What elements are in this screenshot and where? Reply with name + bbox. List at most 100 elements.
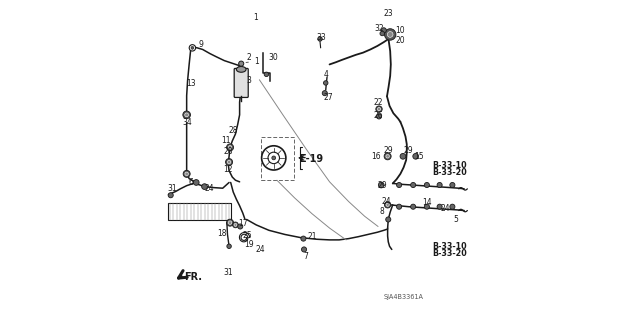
Circle shape — [202, 184, 207, 189]
FancyBboxPatch shape — [234, 69, 248, 98]
Text: 18: 18 — [218, 229, 227, 238]
Circle shape — [225, 159, 232, 166]
Circle shape — [385, 29, 396, 40]
Circle shape — [193, 180, 199, 185]
Circle shape — [386, 155, 389, 158]
Circle shape — [437, 182, 442, 188]
Text: B-33-10: B-33-10 — [432, 242, 467, 251]
Text: 29: 29 — [378, 181, 387, 190]
Text: 13: 13 — [187, 79, 196, 88]
Text: 3: 3 — [246, 76, 251, 85]
Text: E-19: E-19 — [300, 154, 323, 164]
Circle shape — [318, 37, 322, 41]
Text: 33: 33 — [317, 33, 326, 42]
Circle shape — [228, 221, 232, 225]
Bar — [168, 203, 230, 220]
Circle shape — [227, 219, 234, 226]
Circle shape — [450, 204, 455, 209]
Circle shape — [411, 182, 416, 188]
Text: 20: 20 — [396, 36, 406, 45]
Circle shape — [381, 28, 387, 33]
Text: 24: 24 — [205, 184, 214, 193]
Circle shape — [378, 108, 381, 111]
Circle shape — [227, 244, 231, 249]
Circle shape — [380, 31, 385, 36]
Text: 24: 24 — [381, 197, 391, 206]
Text: 8: 8 — [380, 207, 385, 216]
Circle shape — [424, 204, 429, 209]
Text: 10: 10 — [395, 26, 404, 35]
Circle shape — [239, 61, 244, 66]
Text: 6: 6 — [189, 178, 193, 187]
Circle shape — [413, 153, 419, 159]
Text: 28: 28 — [228, 126, 237, 135]
Text: 17: 17 — [239, 219, 248, 228]
Circle shape — [191, 47, 194, 49]
Text: 25: 25 — [243, 231, 252, 240]
Text: B-33-10: B-33-10 — [432, 161, 467, 170]
Text: 15: 15 — [414, 152, 424, 161]
Circle shape — [387, 32, 393, 37]
Circle shape — [378, 182, 384, 188]
Text: 2: 2 — [246, 53, 252, 62]
Circle shape — [168, 193, 173, 198]
Circle shape — [264, 72, 269, 77]
Ellipse shape — [236, 67, 246, 72]
Text: 32: 32 — [375, 24, 385, 33]
Text: 34: 34 — [182, 118, 192, 127]
Text: SJA4B3361A: SJA4B3361A — [383, 294, 423, 300]
Text: 29: 29 — [404, 146, 413, 155]
Text: 28: 28 — [223, 147, 233, 156]
Circle shape — [376, 106, 382, 112]
Circle shape — [232, 222, 238, 228]
Text: 7: 7 — [303, 252, 308, 261]
Circle shape — [411, 204, 416, 209]
Circle shape — [322, 91, 327, 96]
Circle shape — [183, 170, 190, 177]
Text: 16: 16 — [371, 152, 381, 161]
Text: 4: 4 — [323, 70, 328, 78]
Circle shape — [450, 182, 455, 188]
Circle shape — [385, 202, 391, 208]
Circle shape — [386, 217, 391, 222]
Text: 14: 14 — [422, 198, 432, 207]
Circle shape — [185, 113, 189, 117]
Circle shape — [183, 111, 191, 119]
Text: 23: 23 — [383, 9, 393, 18]
Circle shape — [397, 182, 402, 188]
Text: B-33-20: B-33-20 — [432, 249, 467, 258]
Text: 30: 30 — [268, 53, 278, 62]
Circle shape — [386, 203, 389, 206]
Text: 11: 11 — [221, 136, 230, 145]
Text: 22: 22 — [374, 98, 383, 107]
Circle shape — [384, 153, 391, 160]
Circle shape — [185, 172, 188, 175]
Text: 19: 19 — [244, 240, 253, 249]
Text: 26: 26 — [374, 111, 383, 120]
Circle shape — [227, 160, 231, 164]
Text: 24: 24 — [255, 245, 265, 254]
Circle shape — [234, 223, 237, 226]
Circle shape — [323, 81, 328, 85]
Circle shape — [424, 182, 429, 188]
Text: FR.: FR. — [184, 272, 202, 282]
Text: 31: 31 — [168, 184, 177, 193]
Text: B-33-20: B-33-20 — [432, 168, 467, 177]
Circle shape — [272, 156, 276, 160]
Circle shape — [237, 224, 243, 229]
Text: 24: 24 — [440, 204, 450, 213]
Text: 1: 1 — [253, 13, 258, 22]
Circle shape — [437, 204, 442, 209]
Circle shape — [397, 204, 402, 209]
Text: 31: 31 — [223, 268, 234, 277]
FancyBboxPatch shape — [261, 137, 294, 180]
Text: 9: 9 — [198, 40, 203, 48]
Circle shape — [301, 236, 306, 241]
Text: 29: 29 — [383, 146, 393, 155]
Text: 12: 12 — [223, 165, 233, 174]
Circle shape — [400, 153, 406, 159]
Circle shape — [228, 145, 232, 149]
Circle shape — [227, 144, 234, 151]
Text: 1: 1 — [246, 57, 259, 66]
Circle shape — [376, 114, 381, 119]
